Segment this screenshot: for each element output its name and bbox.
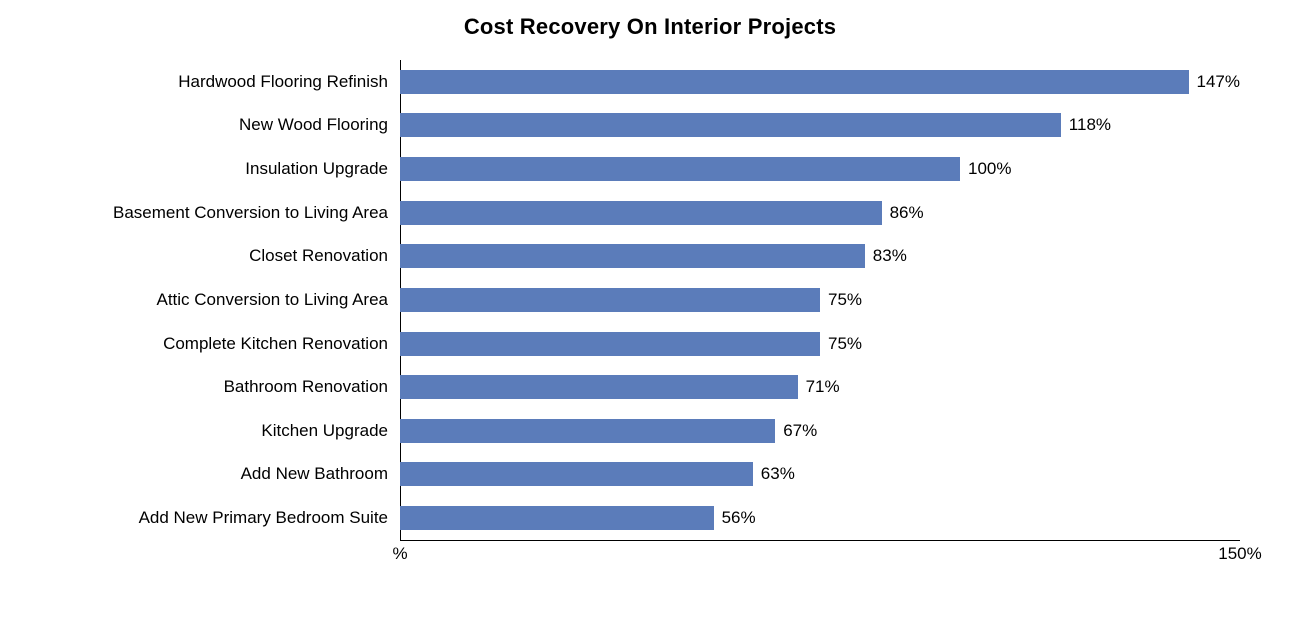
bar (400, 419, 775, 443)
category-label: New Wood Flooring (60, 115, 400, 135)
bar (400, 70, 1189, 94)
category-label: Bathroom Renovation (60, 377, 400, 397)
bar-track: 100% (400, 149, 1240, 189)
category-label: Kitchen Upgrade (60, 421, 400, 441)
bar-row: Kitchen Upgrade 67% (60, 411, 1240, 451)
bar-row: Basement Conversion to Living Area 86% (60, 193, 1240, 233)
bar-row: Attic Conversion to Living Area 75% (60, 280, 1240, 320)
bar-row: Hardwood Flooring Refinish 147% (60, 62, 1240, 102)
chart-container: Cost Recovery On Interior Projects Hardw… (0, 0, 1300, 624)
bar (400, 113, 1061, 137)
category-label: Add New Primary Bedroom Suite (60, 508, 400, 528)
bar-track: 83% (400, 236, 1240, 276)
bar (400, 332, 820, 356)
bar-track: 63% (400, 454, 1240, 494)
bar-track: 56% (400, 498, 1240, 538)
bar-row: Add New Bathroom 63% (60, 454, 1240, 494)
bar-row: New Wood Flooring 118% (60, 105, 1240, 145)
bar-track: 75% (400, 280, 1240, 320)
value-label: 63% (761, 464, 795, 484)
value-label: 71% (806, 377, 840, 397)
bar (400, 375, 798, 399)
value-label: 56% (722, 508, 756, 528)
plot-area: Hardwood Flooring Refinish 147% New Wood F… (60, 60, 1240, 580)
value-label: 75% (828, 290, 862, 310)
chart-rows: Hardwood Flooring Refinish 147% New Wood F… (60, 60, 1240, 540)
category-label: Complete Kitchen Renovation (60, 334, 400, 354)
category-label: Insulation Upgrade (60, 159, 400, 179)
chart-title: Cost Recovery On Interior Projects (60, 14, 1240, 40)
bar-track: 75% (400, 324, 1240, 364)
value-label: 147% (1197, 72, 1240, 92)
bar-row: Add New Primary Bedroom Suite 56% (60, 498, 1240, 538)
bar-row: Closet Renovation 83% (60, 236, 1240, 276)
bar-track: 86% (400, 193, 1240, 233)
bar-track: 118% (400, 105, 1240, 145)
bar-track: 67% (400, 411, 1240, 451)
category-label: Add New Bathroom (60, 464, 400, 484)
bar (400, 201, 882, 225)
bar-row: Insulation Upgrade 100% (60, 149, 1240, 189)
x-axis-line (400, 540, 1240, 541)
category-label: Basement Conversion to Living Area (60, 203, 400, 223)
category-label: Closet Renovation (60, 246, 400, 266)
bar (400, 462, 753, 486)
value-label: 75% (828, 334, 862, 354)
value-label: 83% (873, 246, 907, 266)
value-label: 118% (1069, 115, 1111, 135)
bar-track: 71% (400, 367, 1240, 407)
value-label: 86% (890, 203, 924, 223)
category-label: Attic Conversion to Living Area (60, 290, 400, 310)
bar (400, 288, 820, 312)
bar (400, 157, 960, 181)
category-label: Hardwood Flooring Refinish (60, 72, 400, 92)
bar-track: 147% (400, 62, 1240, 102)
value-label: 67% (783, 421, 817, 441)
x-axis: %150% (400, 540, 1240, 580)
bar (400, 506, 714, 530)
x-tick-label: % (392, 544, 407, 564)
bar (400, 244, 865, 268)
value-label: 100% (968, 159, 1011, 179)
bar-row: Complete Kitchen Renovation 75% (60, 324, 1240, 364)
bar-row: Bathroom Renovation 71% (60, 367, 1240, 407)
x-tick-label: 150% (1218, 544, 1261, 564)
